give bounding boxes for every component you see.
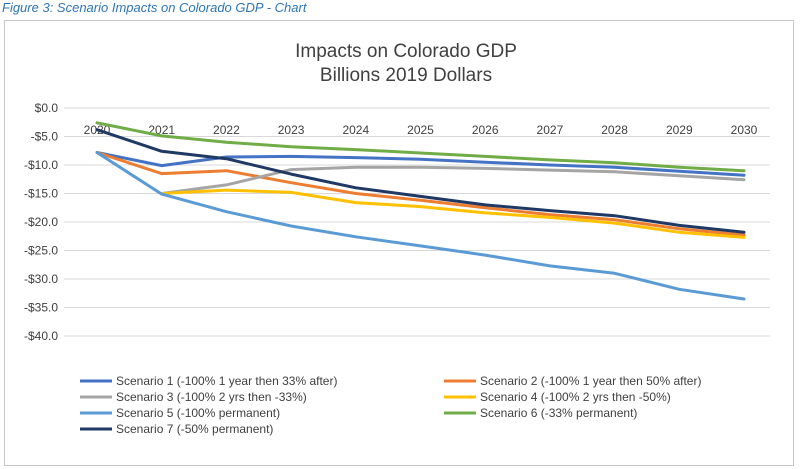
x-tick-label: 2029 <box>666 123 693 137</box>
gridlines <box>64 107 770 337</box>
y-tick-label: -$15.0 <box>24 187 58 201</box>
y-tick-label: -$35.0 <box>24 301 58 315</box>
x-tick-label: 2025 <box>407 123 434 137</box>
series-line-2 <box>95 151 746 237</box>
y-tick-label: -$40.0 <box>24 329 58 343</box>
x-tick-label: 2028 <box>601 123 628 137</box>
chart-title: Impacts on Colorado GDP <box>295 41 517 62</box>
x-axis-ticks: 2020 2021 2022 2023 2024 2025 2026 2027 2028 2029… <box>84 123 758 137</box>
legend-label-4: Scenario 4 (-100% 2 yrs then -50%) <box>480 390 671 404</box>
series-line-5 <box>95 151 746 301</box>
x-tick-label: 2027 <box>537 123 564 137</box>
legend-label-6: Scenario 6 (-33% permanent) <box>480 406 637 420</box>
legend-label-5: Scenario 5 (-100% permanent) <box>116 406 280 420</box>
chart-subtitle: Billions 2019 Dollars <box>320 65 492 86</box>
legend-label-2: Scenario 2 (-100% 1 year then 50% after) <box>480 374 701 388</box>
series-line-1 <box>95 151 746 177</box>
series-line-7 <box>95 128 746 234</box>
y-tick-label: -$5.0 <box>31 130 59 144</box>
y-tick-label: -$20.0 <box>24 215 58 229</box>
series-lines <box>95 121 746 301</box>
legend-label-1: Scenario 1 (-100% 1 year then 33% after) <box>116 374 337 388</box>
legend: Scenario 1 (-100% 1 year then 33% after)… <box>80 374 701 436</box>
figure-caption: Figure 3: Scenario Impacts on Colorado G… <box>2 0 307 15</box>
x-tick-label: 2022 <box>213 123 240 137</box>
series-line-6 <box>95 121 746 173</box>
y-tick-label: -$10.0 <box>24 158 58 172</box>
legend-label-3: Scenario 3 (-100% 2 yrs then -33%) <box>116 390 307 404</box>
series-line-4 <box>160 188 746 239</box>
y-tick-label: -$30.0 <box>24 272 58 286</box>
y-tick-label: -$25.0 <box>24 244 58 258</box>
legend-label-7: Scenario 7 (-50% permanent) <box>116 422 273 436</box>
x-tick-label: 2023 <box>278 123 305 137</box>
x-tick-label: 2030 <box>731 123 758 137</box>
x-tick-label: 2026 <box>472 123 499 137</box>
x-tick-label: 2024 <box>342 123 369 137</box>
y-tick-label: $0.0 <box>35 101 59 115</box>
y-axis-ticks: $0.0 -$5.0 -$10.0 -$15.0 -$20.0 -$25.0 -$30.0 -… <box>24 101 58 343</box>
series-line-3 <box>160 165 746 195</box>
